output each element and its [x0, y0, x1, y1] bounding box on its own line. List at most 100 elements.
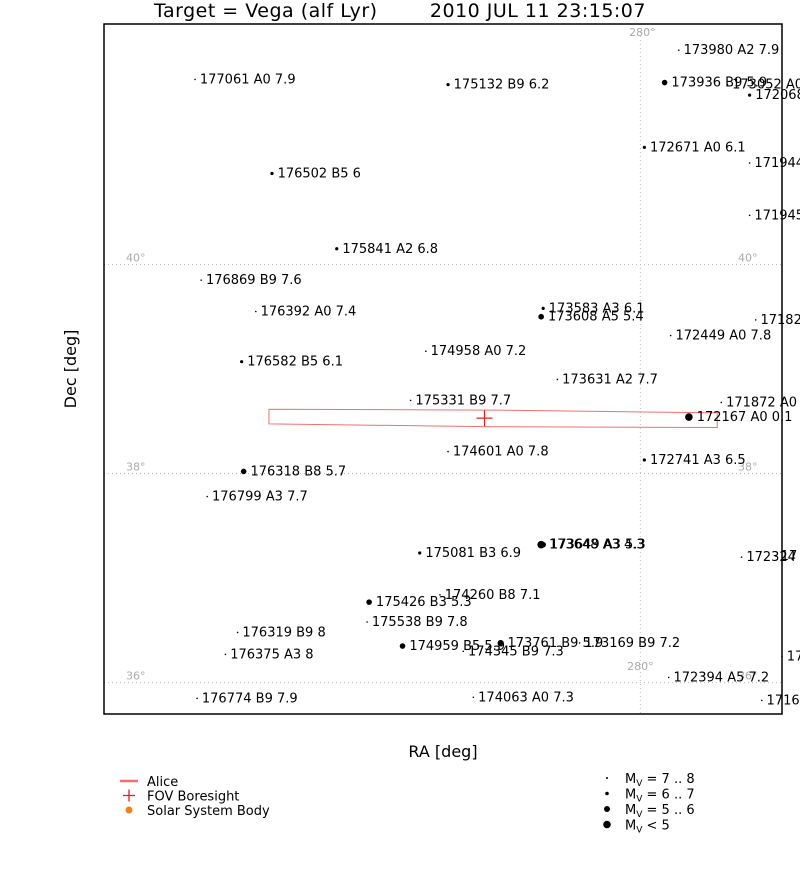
x-axis-label: RA [deg] — [408, 742, 477, 761]
star-point — [196, 697, 198, 700]
legend-label: Alice — [147, 775, 178, 790]
dec-grid-label: 36° — [126, 670, 146, 683]
star-label: 171827 A0 — [760, 313, 800, 328]
star-point — [667, 676, 670, 679]
star-point — [720, 401, 723, 404]
star-label: 171945 A2 7 — [754, 208, 800, 223]
star-label: 175426 B3 5.3 — [376, 595, 472, 610]
star-label: 175331 B9 7.7 — [415, 393, 511, 408]
star-label: 172741 A3 6.5 — [650, 453, 746, 468]
star-point — [748, 162, 751, 164]
star-point — [754, 319, 757, 321]
star-label: 175538 B9 7.8 — [372, 615, 468, 630]
legend-magnitude-swatch — [603, 820, 611, 829]
alice-slit — [268, 408, 718, 429]
star-label: 173649 A3 5.3 — [550, 538, 646, 553]
star-label: 174063 A0 7.3 — [478, 690, 574, 705]
star-point — [462, 650, 465, 653]
star-point — [335, 247, 339, 251]
star-label: 171872 A0 — [726, 395, 797, 410]
star-label: 176392 A0 7.4 — [261, 305, 357, 320]
star-layer: 173980 A2 7.9 177061 A0 7.9 175132 B9 6.2 1… — [194, 43, 800, 708]
star-label: 176318 B8 5.7 — [250, 464, 346, 479]
star-point — [740, 556, 743, 558]
ra-grid-label: 280° — [627, 660, 654, 673]
star-label: 173052 A0 7.9 — [732, 78, 800, 93]
star-point — [439, 594, 441, 596]
star-label: 173583 A3 6.1 — [549, 301, 645, 316]
star-label: 171679 — [767, 693, 800, 708]
star-label: 176319 B9 8 — [242, 625, 325, 640]
star-label: 171677 — [787, 650, 800, 665]
star-label: 174601 A0 7.8 — [453, 445, 549, 460]
star-label: 175841 A2 6.8 — [342, 242, 438, 257]
star-label: 174345 B9 7.3 — [468, 644, 564, 659]
legend-magnitude-swatch — [604, 806, 610, 812]
star-label: 176582 B5 6.1 — [247, 355, 343, 370]
dec-grid-label: 40° — [738, 251, 758, 264]
dec-grid-label: 40° — [126, 251, 146, 264]
star-point — [254, 310, 257, 313]
star-point — [399, 643, 406, 649]
dec-grid-label: 38° — [126, 461, 146, 474]
legend-magnitude-swatch — [605, 791, 609, 796]
star-label: 176502 B5 6 — [278, 167, 361, 182]
star-point — [642, 145, 646, 149]
legend-label: Solar System Body — [147, 804, 270, 819]
star-label: 173761 B9 5.9 — [507, 636, 603, 651]
star-label: 176774 B9 7.9 — [202, 691, 298, 706]
plot-frame — [103, 23, 783, 715]
dec-grid-label: 36° — [738, 670, 758, 683]
legend-magnitude-label: MV = 5 .. 6 — [625, 803, 695, 820]
star-label: 174260 B8 7.1 — [445, 588, 541, 603]
star-label: 172394 A5 7.2 — [673, 670, 769, 685]
star-point — [726, 83, 729, 86]
star-label: 177061 A0 7.9 — [200, 72, 296, 87]
star-point — [497, 640, 504, 646]
star-label: 172324 Ap 8 — [746, 550, 800, 565]
star-point — [418, 551, 422, 555]
chart-title: Target = Vega (alf Lyr) 2010 JUL 11 23:1… — [153, 0, 646, 22]
star-point — [760, 699, 763, 702]
star-point — [642, 458, 646, 462]
star-label: 175132 B9 6.2 — [454, 78, 550, 93]
legend-right: MV = 7 .. 8MV = 6 .. 7MV = 5 .. 6MV < 5 — [603, 772, 695, 836]
star-point — [447, 450, 449, 453]
y-axis-label: Dec [deg] — [61, 330, 80, 409]
star-label: 171944 A5 7 — [754, 156, 800, 171]
star-point — [206, 495, 209, 498]
legend-magnitude-label: MV = 7 .. 8 — [625, 772, 695, 789]
star-point — [669, 334, 672, 337]
legend-solar-system-swatch — [125, 806, 133, 814]
star-label: 17 — [781, 549, 798, 564]
star-point — [236, 631, 239, 634]
star-point — [240, 468, 247, 475]
star-label: 172167 A0 0.1 — [697, 410, 793, 425]
star-point — [661, 79, 668, 86]
star-label: 176799 A3 7.7 — [212, 490, 308, 505]
star-point — [446, 83, 450, 87]
star-point — [194, 78, 196, 81]
star-label: 173608 A5 5.4 — [548, 310, 644, 325]
star-point — [556, 378, 559, 381]
star-point — [775, 555, 777, 557]
star-point — [538, 313, 544, 320]
star-label: 172068 A0 6.9 — [755, 88, 800, 103]
star-point — [366, 599, 372, 605]
star-point — [537, 540, 545, 549]
star-point — [409, 399, 412, 402]
legend-magnitude-swatch — [606, 777, 608, 779]
star-point — [677, 49, 680, 51]
legend-magnitude-label: MV = 6 .. 7 — [625, 788, 695, 805]
star-point — [270, 171, 274, 176]
star-label: 173648 A3 4.3 — [549, 538, 645, 553]
star-label: 176869 B9 7.6 — [206, 273, 302, 288]
star-point — [578, 642, 581, 644]
star-point — [240, 360, 244, 364]
star-point — [424, 350, 427, 353]
star-point — [472, 696, 475, 699]
star-label: 173169 B9 7.2 — [584, 636, 680, 651]
star-label: 174959 B5 5.9 — [409, 639, 505, 654]
